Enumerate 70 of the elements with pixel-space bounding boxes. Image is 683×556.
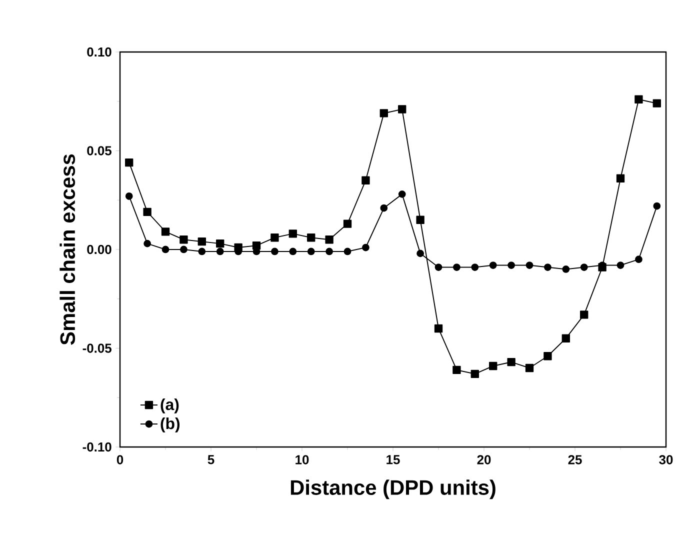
point <box>452 366 461 374</box>
point <box>216 239 224 248</box>
point <box>526 262 534 269</box>
point <box>489 362 498 370</box>
legend-label: (a) <box>160 398 179 414</box>
x-tick-label: 20 <box>477 455 491 464</box>
point <box>634 95 643 104</box>
point <box>344 248 352 256</box>
x-tick-label: 5 <box>208 455 214 464</box>
point <box>635 256 642 264</box>
point <box>325 236 334 244</box>
point <box>580 264 588 271</box>
x-tick-label: 10 <box>296 455 309 464</box>
point <box>653 202 661 210</box>
point <box>562 266 570 273</box>
legend-label: (b) <box>160 418 180 432</box>
point <box>270 234 279 242</box>
point <box>180 246 188 254</box>
point <box>143 208 152 216</box>
point <box>161 228 170 236</box>
point <box>508 262 515 269</box>
y-tick-label: -0.10 <box>82 442 112 452</box>
point <box>180 236 188 244</box>
point <box>125 192 133 200</box>
point <box>580 310 588 319</box>
point <box>416 216 424 224</box>
point <box>343 220 352 228</box>
x-tick-label: 0 <box>116 455 124 464</box>
point <box>198 238 206 246</box>
point <box>289 248 297 256</box>
point <box>125 158 134 167</box>
point <box>434 264 442 271</box>
point <box>398 190 406 198</box>
point <box>162 246 170 254</box>
point <box>652 99 661 108</box>
point <box>380 109 388 118</box>
x-tick-label: 25 <box>568 455 582 464</box>
point <box>271 248 278 256</box>
x-tick-label: 15 <box>386 455 400 464</box>
point <box>544 352 552 360</box>
y-tick-label: 0.05 <box>87 146 112 156</box>
point <box>616 262 624 269</box>
point <box>416 250 424 258</box>
point <box>288 230 297 238</box>
point <box>307 234 316 242</box>
point <box>562 334 570 342</box>
point <box>326 248 333 256</box>
x-axis-title: Distance (DPD units) <box>290 480 496 500</box>
point <box>398 105 406 114</box>
point <box>216 248 224 256</box>
point <box>489 262 497 269</box>
point <box>507 358 516 366</box>
point <box>544 264 552 271</box>
point <box>307 248 315 256</box>
point <box>470 370 479 378</box>
point <box>362 244 370 252</box>
y-axis-title: Small chain excess <box>60 154 76 345</box>
point <box>198 248 206 256</box>
y-tick-label: -0.05 <box>82 344 112 353</box>
point <box>453 264 460 271</box>
point <box>434 324 443 333</box>
point <box>144 240 151 248</box>
point <box>471 264 479 271</box>
point <box>525 364 534 372</box>
y-tick-label: 0.10 <box>87 47 112 57</box>
y-tick-label: 0.00 <box>87 244 112 254</box>
x-tick-label: 30 <box>659 455 673 464</box>
point <box>616 174 625 182</box>
point <box>362 176 370 184</box>
point <box>380 204 388 212</box>
